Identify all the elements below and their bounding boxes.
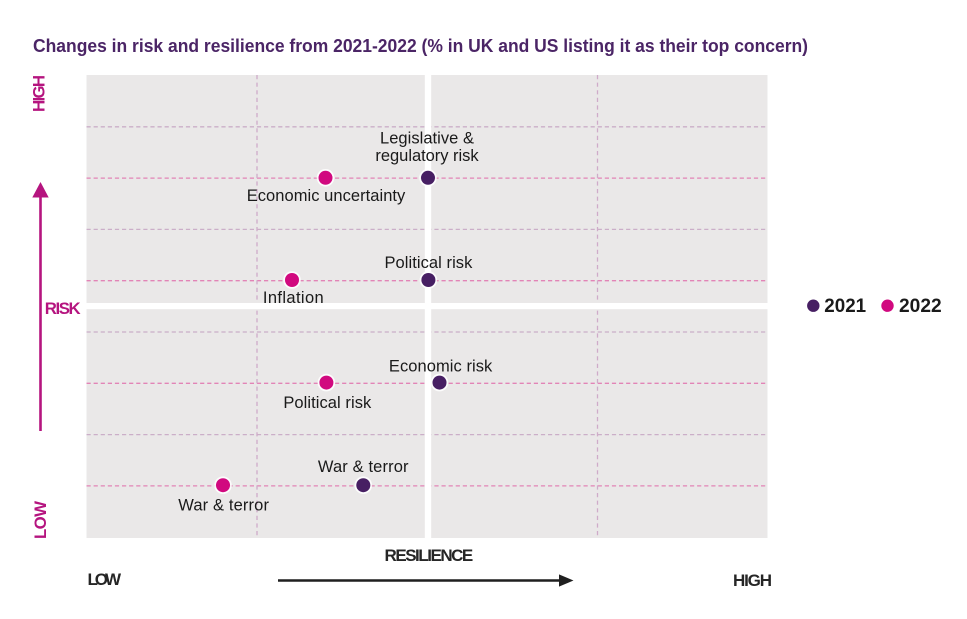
svg-text:Inflation: Inflation	[263, 289, 324, 307]
svg-text:HIGH: HIGH	[30, 75, 49, 112]
svg-text:Economic uncertainty: Economic uncertainty	[247, 187, 406, 205]
svg-text:RISK: RISK	[45, 299, 81, 318]
svg-text:War & terror: War & terror	[318, 458, 409, 476]
svg-text:Changes in risk and resilience: Changes in risk and resilience from 2021…	[33, 36, 808, 56]
svg-text:Legislative &: Legislative &	[380, 130, 474, 148]
svg-text:Political risk: Political risk	[384, 254, 473, 272]
svg-text:Political risk: Political risk	[283, 394, 372, 412]
svg-text:War & terror: War & terror	[178, 497, 269, 515]
svg-text:LOW: LOW	[31, 501, 50, 539]
svg-text:2022: 2022	[899, 295, 942, 317]
svg-text:HIGH: HIGH	[733, 571, 772, 590]
svg-text:regulatory risk: regulatory risk	[375, 147, 479, 165]
svg-text:Economic risk: Economic risk	[389, 358, 493, 376]
svg-text:2021: 2021	[824, 295, 866, 317]
svg-text:RESILIENCE: RESILIENCE	[385, 546, 474, 565]
svg-text:LOW: LOW	[88, 570, 122, 589]
